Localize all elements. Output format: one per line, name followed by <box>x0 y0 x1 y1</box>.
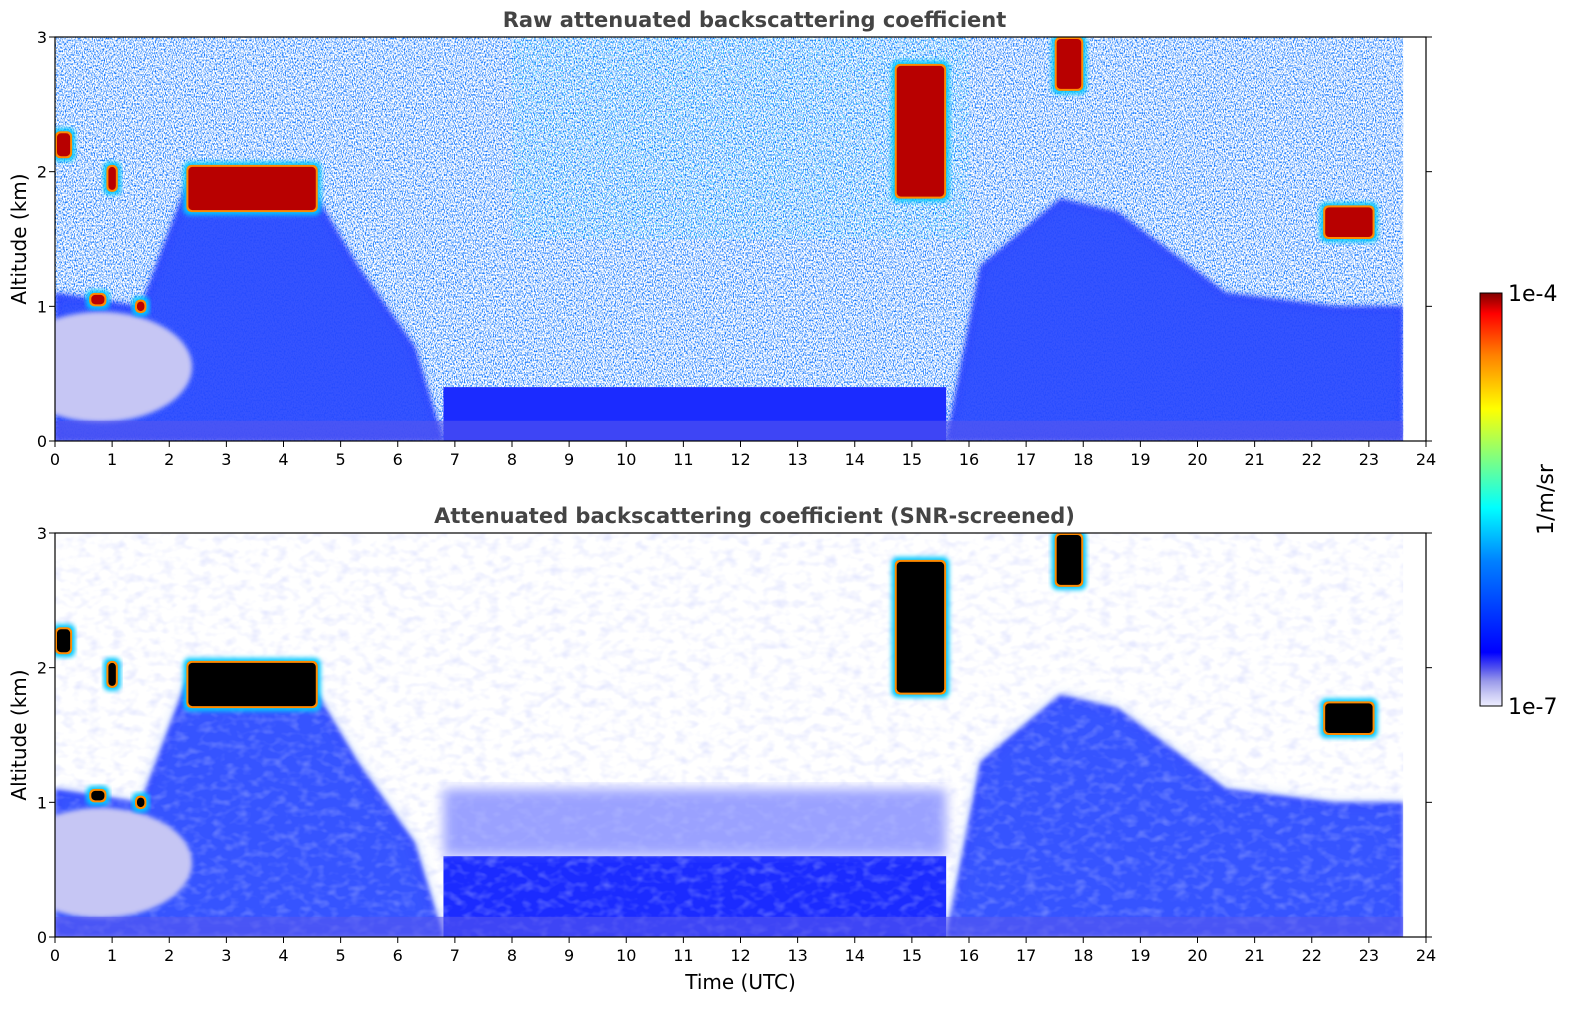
panel-title: Raw attenuated backscattering coefficien… <box>503 8 1007 32</box>
x-tick-label: 7 <box>450 450 460 469</box>
panel-1: 0 1 2 3 4 5 6 7 8 9 10 11 12 13 14 15 16 17 18 19 20 21 22 23 24… <box>7 8 1436 469</box>
y-tick-label: 0 <box>37 928 47 947</box>
x-tick-label: 5 <box>336 450 346 469</box>
x-tick-label: 14 <box>845 450 865 469</box>
x-tick-label: 16 <box>959 946 979 965</box>
x-tick-label: 17 <box>1016 450 1036 469</box>
x-tick-label: 8 <box>507 946 517 965</box>
y-tick-label: 2 <box>37 163 47 182</box>
y-ticks: 0 1 2 3 <box>37 524 1432 947</box>
x-tick-label: 20 <box>1187 946 1207 965</box>
panel-2: 0 1 2 3 4 5 6 7 8 9 10 11 12 13 14 15 16 17 18 19 20 21 22 23 24… <box>7 504 1436 994</box>
cloud-core <box>136 797 145 808</box>
x-tick-label: 0 <box>50 946 60 965</box>
y-axis-label: Altitude (km) <box>7 669 31 800</box>
x-tick-label: 2 <box>164 946 174 965</box>
x-tick-label: 13 <box>787 450 807 469</box>
y-tick-label: 0 <box>37 432 47 451</box>
cloud-core <box>1325 703 1373 733</box>
near-surface-band <box>55 916 1404 937</box>
x-tick-label: 3 <box>221 946 231 965</box>
x-tick-label: 12 <box>730 946 750 965</box>
panel-title: Attenuated backscattering coefficient (S… <box>434 504 1075 528</box>
cloud-core <box>108 166 116 190</box>
y-tick-label: 3 <box>37 524 47 543</box>
cloud-core <box>57 133 71 157</box>
x-tick-label: 9 <box>564 450 574 469</box>
x-tick-label: 23 <box>1359 946 1379 965</box>
x-tick-label: 17 <box>1016 946 1036 965</box>
cloud-core <box>896 561 945 693</box>
backscatter-field <box>55 37 1404 441</box>
clear-pocket <box>55 807 193 919</box>
near-surface-band <box>55 420 1404 441</box>
y-tick-label: 1 <box>37 297 47 316</box>
x-tick-label: 9 <box>564 946 574 965</box>
x-tick-label: 20 <box>1187 450 1207 469</box>
x-tick-label: 11 <box>673 946 693 965</box>
x-tick-label: 22 <box>1302 450 1322 469</box>
x-tick-label: 5 <box>336 946 346 965</box>
x-ticks: 0 1 2 3 4 5 6 7 8 9 10 11 12 13 14 15 16 17 18 19 20 21 22 23 24 <box>50 441 1436 469</box>
y-tick-label: 2 <box>37 659 47 678</box>
x-tick-label: 10 <box>616 450 636 469</box>
x-tick-label: 10 <box>616 946 636 965</box>
colorbar-gradient <box>1479 292 1503 707</box>
y-tick-label: 1 <box>37 793 47 812</box>
x-tick-label: 6 <box>393 450 403 469</box>
x-tick-label: 24 <box>1416 450 1436 469</box>
x-tick-label: 12 <box>730 450 750 469</box>
x-tick-label: 1 <box>107 946 117 965</box>
x-tick-label: 24 <box>1416 946 1436 965</box>
x-tick-label: 18 <box>1073 946 1093 965</box>
x-tick-label: 8 <box>507 450 517 469</box>
cloud-core <box>188 662 316 707</box>
x-tick-label: 15 <box>902 946 922 965</box>
cloud-core <box>136 301 145 312</box>
y-tick-label: 3 <box>37 28 47 47</box>
y-ticks: 0 1 2 3 <box>37 28 1432 451</box>
x-tick-label: 7 <box>450 946 460 965</box>
colorbar-max-label: 1e-4 <box>1508 282 1557 307</box>
clear-pocket <box>55 311 193 423</box>
colorbar-min-label: 1e-7 <box>1508 695 1557 720</box>
cloud-core <box>57 629 71 653</box>
cloud-core <box>1056 39 1082 89</box>
x-axis-label: Time (UTC) <box>684 970 796 994</box>
cloud-core <box>1325 207 1373 237</box>
x-tick-label: 13 <box>787 946 807 965</box>
x-ticks: 0 1 2 3 4 5 6 7 8 9 10 11 12 13 14 15 16 17 18 19 20 21 22 23 24 <box>50 937 1436 965</box>
colorbar-unit-label: 1/m/sr <box>1534 463 1559 535</box>
x-tick-label: 18 <box>1073 450 1093 469</box>
cloud-core <box>896 65 945 197</box>
x-tick-label: 23 <box>1359 450 1379 469</box>
backscatter-field <box>55 533 1404 937</box>
cloud-core <box>188 166 316 211</box>
x-tick-label: 19 <box>1130 946 1150 965</box>
x-tick-label: 22 <box>1302 946 1322 965</box>
x-tick-label: 14 <box>845 946 865 965</box>
x-tick-label: 16 <box>959 450 979 469</box>
x-tick-label: 3 <box>221 450 231 469</box>
x-tick-label: 4 <box>278 946 288 965</box>
x-tick-label: 2 <box>164 450 174 469</box>
colorbar: 1e-4 1e-7 1/m/sr <box>1479 282 1559 720</box>
x-tick-label: 4 <box>278 450 288 469</box>
cloud-core <box>91 790 105 801</box>
x-tick-label: 6 <box>393 946 403 965</box>
cloud-core <box>91 294 105 305</box>
x-tick-label: 0 <box>50 450 60 469</box>
cloud-core <box>1056 535 1082 585</box>
y-axis-label: Altitude (km) <box>7 173 31 304</box>
x-tick-label: 19 <box>1130 450 1150 469</box>
x-tick-label: 21 <box>1244 946 1264 965</box>
x-tick-label: 1 <box>107 450 117 469</box>
cloud-core <box>108 662 116 686</box>
x-tick-label: 21 <box>1244 450 1264 469</box>
x-tick-label: 15 <box>902 450 922 469</box>
x-tick-label: 11 <box>673 450 693 469</box>
